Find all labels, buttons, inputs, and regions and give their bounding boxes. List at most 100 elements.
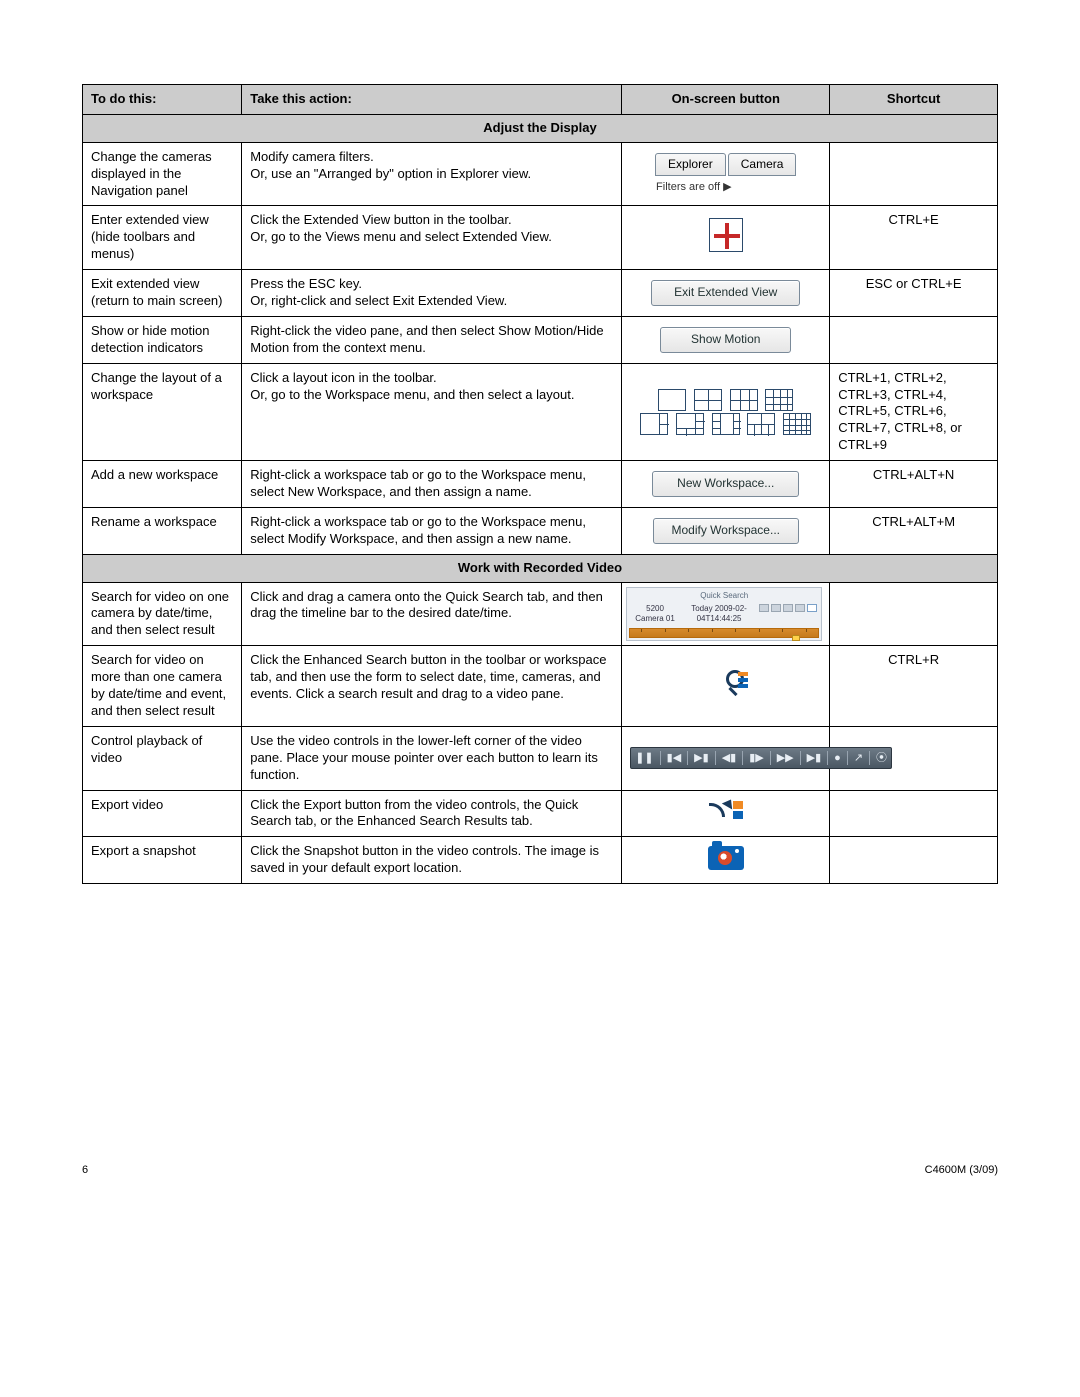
layout-icon-group <box>630 389 821 435</box>
cell-button <box>622 790 830 837</box>
layout-8-icon[interactable] <box>747 413 775 435</box>
page-number: 6 <box>82 1164 88 1176</box>
table-row: Exit extended view (return to main scree… <box>83 270 998 317</box>
cell-shortcut: ESC or CTRL+E <box>830 270 998 317</box>
timeline-bar[interactable] <box>629 628 819 638</box>
table-row: Search for video on one camera by date/t… <box>83 582 998 646</box>
layout-2-icon[interactable] <box>694 389 722 411</box>
cell-shortcut <box>830 316 998 363</box>
step-back-icon[interactable]: ◀▮ <box>715 751 737 765</box>
cell-action: Press the ESC key. Or, right-click and s… <box>242 270 622 317</box>
cell-button <box>622 837 830 884</box>
step-fwd-icon[interactable]: ▮▶ <box>742 751 764 765</box>
export-icon[interactable]: ↗ <box>847 751 863 765</box>
cell-todo: Search for video on more than one camera… <box>83 646 242 727</box>
cell-todo: Change the layout of a workspace <box>83 363 242 460</box>
quick-search-panel[interactable]: Quick Search 5200 Camera 01 Today 2009-0… <box>626 587 822 640</box>
layout-6-icon[interactable] <box>676 413 704 435</box>
cell-shortcut: CTRL+E <box>830 206 998 270</box>
tab-explorer[interactable]: Explorer <box>655 153 726 177</box>
cell-todo: Show or hide motion detection indicators <box>83 316 242 363</box>
cell-button: ExplorerCamera Filters are off ▶ <box>622 142 830 206</box>
cell-action: Right-click a workspace tab or go to the… <box>242 461 622 508</box>
layout-5-icon[interactable] <box>640 413 668 435</box>
table-row: Search for video on more than one camera… <box>83 646 998 727</box>
export-video-icon[interactable] <box>709 797 743 825</box>
col-shortcut: Shortcut <box>830 85 998 115</box>
next-frame-icon[interactable]: ▶▮ <box>687 751 709 765</box>
layout-4-icon[interactable] <box>765 389 793 411</box>
exit-extended-view-button[interactable]: Exit Extended View <box>651 280 800 306</box>
cell-button: ❚❚ ▮◀ ▶▮ ◀▮ ▮▶ ▶▶ ▶▮ ● ↗ ⦿ <box>622 726 830 790</box>
table-row: Export a snapshot Click the Snapshot but… <box>83 837 998 884</box>
cell-action: Use the video controls in the lower-left… <box>242 726 622 790</box>
record-icon[interactable]: ● <box>827 751 841 765</box>
table-row: Show or hide motion detection indicators… <box>83 316 998 363</box>
cell-button <box>622 206 830 270</box>
prev-frame-icon[interactable]: ▮◀ <box>660 751 682 765</box>
quick-search-controls[interactable] <box>759 604 817 625</box>
cell-todo: Enter extended view (hide toolbars and m… <box>83 206 242 270</box>
col-button: On-screen button <box>622 85 830 115</box>
cell-todo: Export video <box>83 790 242 837</box>
table-row: Rename a workspace Right-click a workspa… <box>83 507 998 554</box>
section-adjust-display: Adjust the Display <box>83 114 998 142</box>
new-workspace-button[interactable]: New Workspace... <box>652 471 799 497</box>
cell-shortcut <box>830 790 998 837</box>
reference-table: To do this: Take this action: On-screen … <box>82 84 998 884</box>
cell-shortcut: CTRL+1, CTRL+2, CTRL+3, CTRL+4, CTRL+5, … <box>830 363 998 460</box>
layout-3-icon[interactable] <box>730 389 758 411</box>
header-row: To do this: Take this action: On-screen … <box>83 85 998 115</box>
snapshot-mini-icon[interactable]: ⦿ <box>869 751 887 765</box>
cell-button: New Workspace... <box>622 461 830 508</box>
section-title: Adjust the Display <box>83 114 998 142</box>
pause-icon[interactable]: ❚❚ <box>635 751 653 765</box>
cell-shortcut: CTRL+R <box>830 646 998 727</box>
tab-camera[interactable]: Camera <box>728 153 797 177</box>
layout-9-icon[interactable] <box>783 413 811 435</box>
cell-action: Click the Export button from the video c… <box>242 790 622 837</box>
col-action: Take this action: <box>242 85 622 115</box>
modify-workspace-button[interactable]: Modify Workspace... <box>653 518 799 544</box>
video-controls-bar[interactable]: ❚❚ ▮◀ ▶▮ ◀▮ ▮▶ ▶▶ ▶▮ ● ↗ ⦿ <box>630 747 892 769</box>
col-todo: To do this: <box>83 85 242 115</box>
cell-shortcut: CTRL+ALT+M <box>830 507 998 554</box>
cell-button: Show Motion <box>622 316 830 363</box>
cell-todo: Change the cameras displayed in the Navi… <box>83 142 242 206</box>
page-footer: 6 C4600M (3/09) <box>82 1164 998 1176</box>
cell-action: Modify camera filters. Or, use an "Arran… <box>242 142 622 206</box>
filters-off-label[interactable]: Filters are off ▶ <box>654 180 797 194</box>
cell-todo: Add a new workspace <box>83 461 242 508</box>
show-motion-button[interactable]: Show Motion <box>660 327 791 353</box>
doc-id: C4600M (3/09) <box>925 1164 998 1176</box>
enhanced-search-icon[interactable] <box>712 670 740 698</box>
timeline-cursor-icon[interactable] <box>792 635 800 641</box>
cell-button: Quick Search 5200 Camera 01 Today 2009-0… <box>622 582 830 646</box>
table-row: Change the cameras displayed in the Navi… <box>83 142 998 206</box>
table-row: Export video Click the Export button fro… <box>83 790 998 837</box>
cell-action: Click the Enhanced Search button in the … <box>242 646 622 727</box>
cell-button <box>622 363 830 460</box>
cell-button: Exit Extended View <box>622 270 830 317</box>
section-title: Work with Recorded Video <box>83 554 998 582</box>
layout-1-icon[interactable] <box>658 389 686 411</box>
cell-action: Click the Extended View button in the to… <box>242 206 622 270</box>
cell-todo: Exit extended view (return to main scree… <box>83 270 242 317</box>
cell-action: Right-click a workspace tab or go to the… <box>242 507 622 554</box>
fast-fwd-icon[interactable]: ▶▶ <box>770 751 794 765</box>
section-recorded-video: Work with Recorded Video <box>83 554 998 582</box>
table-row: Control playback of video Use the video … <box>83 726 998 790</box>
quick-search-camera: 5200 Camera 01 <box>631 604 679 625</box>
table-row: Change the layout of a workspace Click a… <box>83 363 998 460</box>
skip-end-icon[interactable]: ▶▮ <box>800 751 822 765</box>
quick-search-today: Today 2009-02-04T14:44:25 <box>679 604 759 625</box>
cell-action: Click the Snapshot button in the video c… <box>242 837 622 884</box>
cell-button: Modify Workspace... <box>622 507 830 554</box>
cell-shortcut <box>830 142 998 206</box>
layout-7-icon[interactable] <box>712 413 740 435</box>
cell-todo: Control playback of video <box>83 726 242 790</box>
snapshot-icon[interactable] <box>708 846 744 870</box>
table-row: Add a new workspace Right-click a worksp… <box>83 461 998 508</box>
extended-view-icon[interactable] <box>709 218 743 252</box>
cell-shortcut <box>830 582 998 646</box>
